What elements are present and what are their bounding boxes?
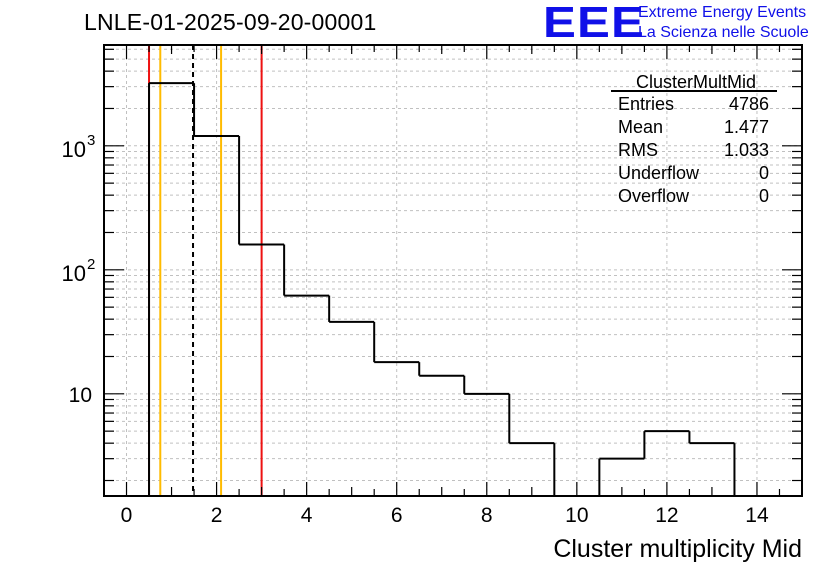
eee-logo-mark: EEE (543, 0, 645, 47)
stats-box-title: ClusterMultMid (636, 72, 756, 92)
grid-lines (104, 45, 802, 496)
stats-value: 1.033 (724, 140, 769, 160)
x-tick-label: 0 (121, 504, 133, 527)
axes (103, 44, 803, 497)
y-tick-label: 10 2 (62, 256, 96, 286)
x-tick-label: 2 (211, 504, 223, 527)
logo-tagline-1: Extreme Energy Events (638, 4, 807, 21)
y-tick-label-exponent: 2 (87, 256, 95, 273)
plot-frame (103, 44, 803, 497)
histogram-series (148, 82, 736, 496)
stats-value: 0 (759, 186, 769, 206)
stats-label: Overflow (618, 186, 690, 206)
y-tick-label-base: 10 (62, 137, 86, 162)
stats-label: Mean (618, 117, 663, 137)
y-tick-label: 10 3 (62, 132, 96, 162)
stats-value: 1.477 (724, 117, 769, 137)
stats-label: RMS (618, 140, 658, 160)
eee-logo: EEE Extreme Energy Events La Scienza nel… (543, 0, 833, 47)
chart-title: LNLE-01-2025-09-20-00001 (84, 9, 377, 35)
stats-box: ClusterMultMid Entries 4786 Mean 1.477 RMS 1.… (611, 72, 777, 206)
stats-label: Underflow (618, 163, 700, 183)
x-tick-label: 6 (391, 504, 403, 527)
x-tick-label: 8 (481, 504, 493, 527)
x-tick-label: 14 (745, 504, 769, 527)
vertical-marker-lines (148, 45, 263, 496)
stats-label: Entries (618, 94, 674, 114)
stats-value: 4786 (729, 94, 769, 114)
y-tick-label: 10 (69, 384, 92, 407)
stats-value: 0 (759, 163, 769, 183)
y-tick-label-base: 10 (69, 384, 92, 407)
x-tick-label: 12 (655, 504, 678, 527)
logo-tagline-2: La Scienza nelle Scuole (638, 24, 809, 41)
y-tick-label-exponent: 3 (87, 132, 95, 149)
y-tick-label-base: 10 (62, 261, 86, 286)
x-axis-label: Cluster multiplicity Mid (553, 535, 802, 563)
x-tick-label: 10 (565, 504, 588, 527)
x-tick-label: 4 (301, 504, 313, 527)
